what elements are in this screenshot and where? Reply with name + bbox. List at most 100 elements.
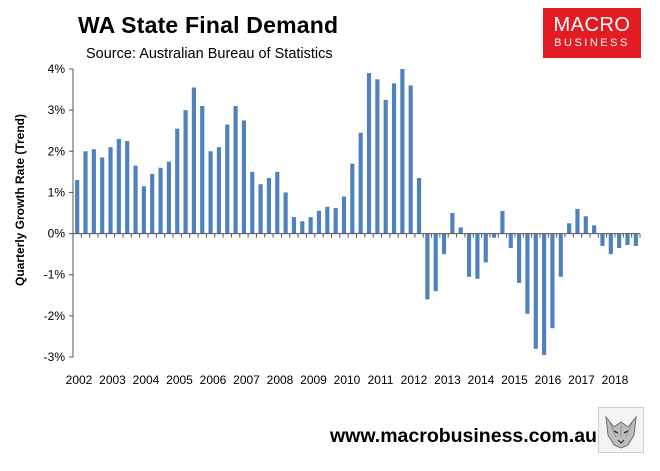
bar: [166, 161, 171, 234]
x-tick-label: 2010: [334, 373, 361, 387]
bar: [158, 167, 163, 234]
bar: [266, 178, 272, 234]
bar: [383, 99, 388, 234]
bar: [525, 233, 530, 314]
bar: [375, 79, 380, 234]
bar: [633, 233, 638, 246]
bar: [600, 233, 605, 246]
bar: [150, 173, 155, 234]
bar: [250, 171, 255, 234]
y-tick-label: 1%: [48, 185, 66, 199]
bar: [291, 217, 297, 234]
bar: [567, 223, 572, 234]
y-tick-label: 0%: [48, 227, 66, 241]
bar: [550, 233, 555, 329]
bar: [517, 233, 522, 283]
bar: [508, 233, 513, 248]
bar: [533, 233, 538, 349]
bar: [608, 233, 613, 255]
x-tick-label: 2002: [66, 373, 93, 387]
bar: [450, 213, 455, 234]
chart-subtitle: Source: Australian Bureau of Statistics: [86, 46, 333, 62]
bar: [350, 163, 355, 234]
bar: [341, 196, 347, 234]
x-tick-label: 2004: [133, 373, 160, 387]
x-tick-label: 2017: [568, 373, 595, 387]
bar: [500, 210, 505, 234]
bar: [241, 120, 247, 234]
bar: [592, 225, 597, 234]
bar: [91, 149, 96, 234]
y-tick-label: -2%: [44, 309, 66, 323]
chart-title: WA State Final Demand: [78, 12, 339, 38]
bar: [125, 141, 130, 234]
bar: [466, 233, 472, 277]
x-tick-label: 2016: [535, 373, 562, 387]
x-tick-label: 2013: [434, 373, 461, 387]
bar: [183, 110, 188, 234]
bar: [491, 233, 497, 238]
bar: [200, 106, 205, 234]
bar: [475, 233, 480, 279]
website-link[interactable]: www.macrobusiness.com.au: [330, 425, 597, 447]
bar: [358, 132, 363, 234]
bar: [433, 233, 438, 292]
bar: [75, 180, 80, 234]
bar: [425, 233, 430, 300]
bar: [458, 227, 463, 234]
x-tick-label: 2006: [200, 373, 227, 387]
bar: [208, 151, 213, 234]
bar: [283, 192, 288, 234]
bar: [316, 210, 322, 234]
bar: [216, 147, 222, 234]
logo-line-2: BUSINESS: [554, 37, 630, 49]
bar: [233, 106, 238, 234]
bar: [83, 151, 88, 234]
x-tick-label: 2018: [602, 373, 629, 387]
logo-line-1: MACRO: [553, 14, 631, 36]
x-tick-label: 2015: [501, 373, 528, 387]
bar: [366, 73, 372, 234]
bar: [583, 216, 588, 234]
wolf-mascot-icon: [598, 407, 644, 453]
x-tick-label: 2007: [233, 373, 260, 387]
x-tick-label: 2014: [468, 373, 495, 387]
bar: [116, 138, 121, 234]
bar: [483, 233, 488, 263]
bar: [441, 233, 447, 255]
bar: [408, 85, 413, 234]
bar: [191, 87, 196, 234]
x-tick-label: 2005: [166, 373, 193, 387]
y-tick-label: -1%: [44, 268, 66, 282]
bar: [416, 178, 422, 234]
y-tick-label: 4%: [48, 62, 66, 76]
y-tick-label: 3%: [48, 103, 66, 117]
bar: [225, 124, 230, 234]
bar: [175, 128, 180, 234]
bar: [275, 171, 280, 234]
bar: [558, 233, 563, 277]
x-tick-label: 2011: [368, 373, 394, 387]
bar: [400, 69, 405, 234]
bar: [325, 206, 330, 234]
x-tick-label: 2008: [267, 373, 294, 387]
bar: [617, 233, 622, 248]
bar: [133, 165, 138, 234]
x-tick-label: 2003: [99, 373, 126, 387]
y-tick-label: 2%: [48, 144, 66, 158]
bar: [575, 208, 580, 234]
bar: [108, 147, 113, 234]
bar: [542, 233, 547, 355]
bar: [100, 157, 105, 234]
bar: [258, 184, 263, 234]
bar: [625, 233, 630, 246]
x-tick-label: 2009: [300, 373, 327, 387]
bar: [308, 217, 313, 234]
bar: [141, 186, 146, 234]
bar: [333, 208, 338, 234]
bar: [300, 221, 305, 234]
macrobusiness-logo: MACRO BUSINESS: [543, 8, 641, 58]
bar: [391, 83, 397, 234]
x-tick-label: 2012: [401, 373, 428, 387]
